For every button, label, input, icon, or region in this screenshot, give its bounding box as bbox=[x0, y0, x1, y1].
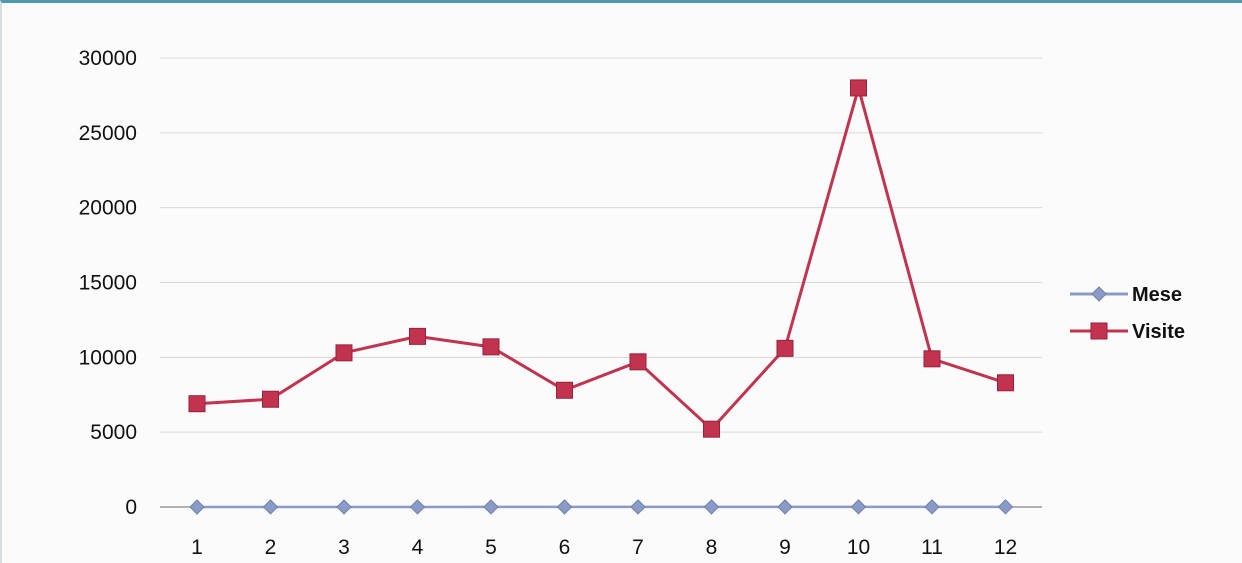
data-point bbox=[777, 499, 793, 515]
x-tick-label: 6 bbox=[559, 536, 571, 559]
data-point bbox=[262, 499, 279, 515]
x-axis-tick-labels: 1 2 3 4 5 6 7 8 9 10 11 12 bbox=[191, 536, 1017, 559]
data-point bbox=[924, 499, 940, 515]
data-point bbox=[482, 338, 500, 356]
y-tick-label: 25000 bbox=[79, 122, 137, 145]
data-point bbox=[483, 499, 499, 515]
y-tick-label: 15000 bbox=[79, 272, 137, 295]
data-point bbox=[262, 390, 279, 408]
data-point bbox=[703, 420, 720, 438]
legend: Mese Visite bbox=[1070, 284, 1185, 343]
x-tick-label: 3 bbox=[338, 536, 350, 559]
y-tick-label: 30000 bbox=[79, 47, 137, 70]
gridlines bbox=[160, 57, 1042, 433]
data-point bbox=[703, 499, 720, 515]
data-point bbox=[630, 499, 646, 515]
x-tick-label: 5 bbox=[485, 536, 497, 559]
y-axis-tick-labels: 0 5000 10000 15000 20000 25000 30000 bbox=[79, 47, 137, 519]
y-tick-label: 0 bbox=[125, 496, 137, 519]
x-tick-label: 2 bbox=[265, 536, 277, 559]
series-visite bbox=[188, 79, 1014, 438]
legend-label: Visite bbox=[1132, 321, 1185, 343]
x-tick-label: 8 bbox=[706, 536, 718, 559]
data-point bbox=[629, 353, 647, 371]
data-point bbox=[409, 499, 426, 515]
data-point bbox=[409, 327, 426, 345]
data-point bbox=[850, 79, 867, 97]
data-point bbox=[336, 499, 352, 515]
x-tick-label: 1 bbox=[191, 536, 203, 559]
data-point bbox=[997, 499, 1014, 515]
x-tick-label: 9 bbox=[779, 536, 791, 559]
x-tick-label: 12 bbox=[994, 536, 1017, 559]
legend-marker bbox=[1091, 286, 1107, 302]
series-mese bbox=[189, 499, 1014, 515]
data-point bbox=[997, 374, 1014, 392]
series-line bbox=[196, 86, 1006, 431]
data-point bbox=[776, 339, 794, 357]
data-point bbox=[556, 381, 573, 399]
legend-label: Mese bbox=[1132, 284, 1182, 306]
x-tick-label: 10 bbox=[847, 536, 870, 559]
data-point bbox=[188, 395, 206, 413]
data-point bbox=[850, 499, 867, 515]
legend-item-visite: Visite bbox=[1070, 321, 1185, 343]
data-point bbox=[556, 499, 573, 515]
x-tick-label: 11 bbox=[921, 536, 943, 559]
x-tick-label: 7 bbox=[632, 536, 644, 559]
data-point bbox=[923, 350, 941, 368]
series-lines bbox=[188, 79, 1014, 515]
y-tick-label: 20000 bbox=[79, 197, 137, 220]
legend-marker bbox=[1090, 322, 1108, 340]
y-tick-label: 5000 bbox=[90, 421, 137, 444]
y-tick-label: 10000 bbox=[79, 346, 137, 369]
data-point bbox=[189, 499, 205, 515]
data-point bbox=[335, 344, 353, 362]
legend-item-mese: Mese bbox=[1070, 284, 1182, 306]
x-tick-label: 4 bbox=[412, 536, 424, 559]
